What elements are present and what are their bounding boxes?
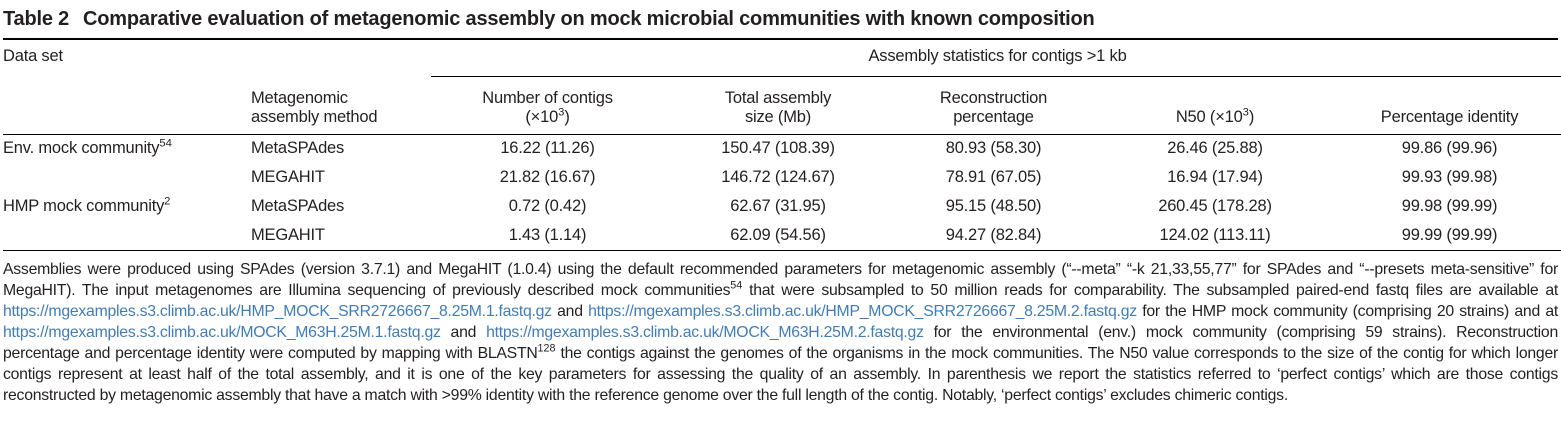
- cell-stat-4: 99.86 (99.96): [1401, 139, 1498, 158]
- footnote-text: for the environmental (env.) mock commun…: [3, 323, 1559, 404]
- footnote-link[interactable]: https://mgexamples.s3.climb.ac.uk/HMP_MO…: [588, 302, 1137, 320]
- cell-data-set: [3, 163, 251, 192]
- table-title: Table 2 Comparative evaluation of metagen…: [3, 0, 1558, 40]
- cell-data-set: Env. mock community54: [3, 137, 172, 158]
- spanning-header-assembly-statistics: Assembly statistics for contigs >1 kb: [431, 40, 1561, 77]
- cell-stat-4: 99.99 (99.99): [1335, 221, 1561, 251]
- table-number-label: Table 2: [3, 8, 70, 30]
- cell-stat-2: 95.15 (48.50): [945, 197, 1042, 215]
- cell-assembly-method: MetaSPAdes: [251, 197, 345, 215]
- column-header-n50: N50 (×103): [1095, 76, 1335, 135]
- cell-stat-0: 16.22 (11.26): [500, 139, 595, 158]
- footnote-link[interactable]: https://mgexamples.s3.climb.ac.uk/MOCK_M…: [486, 323, 924, 341]
- cell-stat-1: 146.72 (124.67): [721, 168, 835, 186]
- cell-data-set: [3, 221, 251, 251]
- table-row: MEGAHIT 21.82 (16.67) 146.72 (124.67) 78.91…: [3, 163, 1561, 192]
- cell-stat-3: 260.45 (178.28): [1158, 197, 1272, 215]
- footnote-text: and: [551, 302, 589, 320]
- cell-stat-3: 26.46 (25.88): [1167, 139, 1263, 158]
- cell-stat-2: 78.91 (67.05): [945, 168, 1042, 186]
- cell-assembly-method: MetaSPAdes: [251, 139, 345, 158]
- footnote: Assemblies were produced using SPAdes (v…: [3, 259, 1558, 406]
- cell-assembly-method: MEGAHIT: [251, 221, 431, 251]
- column-header-assembly-method: Metagenomic assembly method: [251, 40, 431, 135]
- results-table-body: Env. mock community54 MetaSPAdes 16.22 (11…: [3, 134, 1561, 251]
- cell-stat-2: 94.27 (82.84): [892, 221, 1095, 251]
- footnote-link[interactable]: https://mgexamples.s3.climb.ac.uk/MOCK_M…: [3, 323, 441, 341]
- table-row: Env. mock community54 MetaSPAdes 16.22 (11…: [3, 134, 1561, 163]
- column-header-number-of-contigs: Number of contigs (×103): [431, 76, 664, 135]
- column-header-total-assembly-size: Total assembly size (Mb): [664, 76, 892, 135]
- cell-stat-0: 21.82 (16.67): [499, 168, 596, 186]
- cell-stat-1: 150.47 (108.39): [721, 139, 835, 158]
- cell-data-set: HMP mock community2: [3, 195, 171, 215]
- cell-stat-3: 16.94 (17.94): [1167, 168, 1263, 186]
- cell-stat-0: 0.72 (0.42): [508, 197, 587, 215]
- results-table: Data set Metagenomic assembly method Ass…: [3, 40, 1561, 251]
- footnote-text: and: [440, 323, 487, 341]
- cell-assembly-method: MEGAHIT: [251, 168, 325, 186]
- table-row: MEGAHIT 1.43 (1.14) 62.09 (54.56) 94.27 (82…: [3, 221, 1561, 251]
- cell-stat-4: 99.98 (99.99): [1401, 197, 1498, 215]
- footnote-text: for the HMP mock community (comprising 2…: [1136, 302, 1558, 320]
- column-header-percentage-identity: Percentage identity: [1335, 76, 1561, 135]
- footnote-text: Assemblies were produced using SPAdes (v…: [3, 260, 1558, 299]
- column-header-reconstruction-percentage: Reconstruction percentage: [892, 76, 1095, 135]
- cell-stat-3: 124.02 (113.11): [1095, 221, 1335, 251]
- table-title-text: Comparative evaluation of metagenomic as…: [83, 8, 1095, 30]
- cell-stat-1: 62.09 (54.56): [664, 221, 892, 251]
- cell-stat-0: 1.43 (1.14): [431, 221, 664, 251]
- cell-stat-2: 80.93 (58.30): [945, 139, 1042, 158]
- results-table-head: Data set Metagenomic assembly method Ass…: [3, 40, 1561, 135]
- table-row: HMP mock community2 MetaSPAdes 0.72 (0.42)…: [3, 192, 1561, 221]
- column-header-data-set: Data set: [3, 40, 251, 135]
- footnote-link[interactable]: https://mgexamples.s3.climb.ac.uk/HMP_MO…: [3, 302, 552, 320]
- cell-stat-1: 62.67 (31.95): [730, 197, 826, 215]
- cell-stat-4: 99.93 (99.98): [1401, 168, 1498, 186]
